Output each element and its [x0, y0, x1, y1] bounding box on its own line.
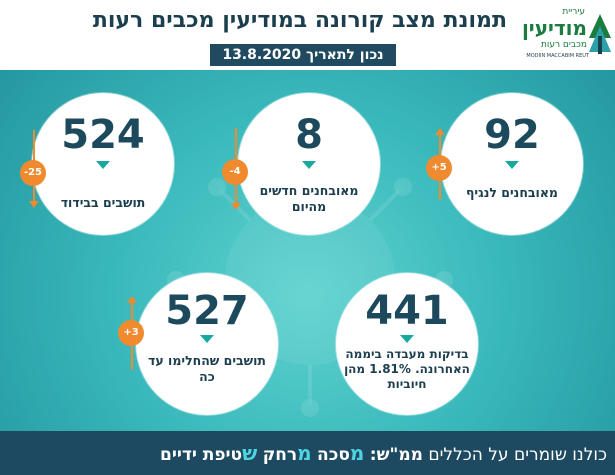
footer-mamash: ממ"ש:: [369, 445, 423, 465]
change-badge: -4: [222, 159, 248, 185]
stat-new-diagnosed-today: 8 מאובחנים חדשים מהיום: [238, 93, 380, 235]
stat-label: בדיקות מעבדה ביממה האחרונה. 1.81% מהן חי…: [344, 347, 470, 391]
stat-label: תושבים שהחלימו עד כה: [148, 353, 266, 384]
down-triangle-icon: [400, 335, 414, 343]
page-title: תמונת מצב קורונה במודיעין מכבים רעות: [92, 8, 507, 33]
footer-letter-shin: ש: [242, 441, 258, 465]
down-triangle-icon: [505, 161, 519, 169]
down-triangle-icon: [200, 335, 214, 343]
change-badge: +5: [426, 155, 452, 181]
down-triangle-icon: [302, 161, 316, 169]
stat-value: 524: [61, 112, 145, 158]
footer-prefix: כולנו שומרים על הכללים: [428, 445, 607, 465]
footer-letter-mem: מ: [297, 441, 312, 465]
stat-residents-isolation: 524 תושבים בבידוד: [32, 93, 174, 235]
logo-city: עיריית: [562, 7, 585, 17]
footer-word-handwashing: טיפת ידיים: [159, 445, 243, 465]
footer-word-distance: רחק: [262, 445, 298, 465]
footer-word-mask: סכה: [317, 445, 350, 465]
change-badge: +3: [118, 320, 144, 346]
date-label: נכון לתאריך 13.8.2020: [210, 44, 396, 66]
footer-banner: כולנו שומרים על הכללים ממ"ש: מסכה מרחק ש…: [0, 431, 615, 475]
city-logo: עיריית מודיעין מכבים רעות MODIIN MACCABI…: [519, 6, 615, 66]
stat-value: 441: [365, 288, 449, 334]
stat-value: 527: [165, 288, 249, 334]
header: תמונת מצב קורונה במודיעין מכבים רעות נכו…: [0, 0, 615, 70]
stat-diagnosed-carriers: 92 מאובחנים לנגיף: [441, 93, 583, 235]
footer-letter-mem: מ: [349, 441, 365, 465]
logo-name: מודיעין: [521, 16, 587, 40]
stat-label: תושבים בבידוד: [60, 195, 146, 210]
change-badge: -25: [20, 160, 46, 186]
stat-label: מאובחנים חדשים מהיום: [259, 183, 359, 214]
logo-subtitle: מכבים רעות: [540, 40, 587, 50]
stat-label: מאובחנים לנגיף: [466, 185, 558, 200]
footer-slogan: כולנו שומרים על הכללים ממ"ש: מסכה מרחק ש…: [160, 431, 607, 475]
stat-value: 92: [484, 112, 540, 158]
stat-recovered: 527 תושבים שהחלימו עד כה: [136, 273, 278, 415]
stat-value: 8: [295, 112, 323, 158]
down-triangle-icon: [96, 161, 110, 169]
logo-emblem-icon: [589, 14, 611, 54]
stat-lab-tests: 441 בדיקות מעבדה ביממה האחרונה. 1.81% מה…: [336, 273, 478, 415]
logo-english: MODIIN MACCABIM REUT: [526, 53, 589, 59]
